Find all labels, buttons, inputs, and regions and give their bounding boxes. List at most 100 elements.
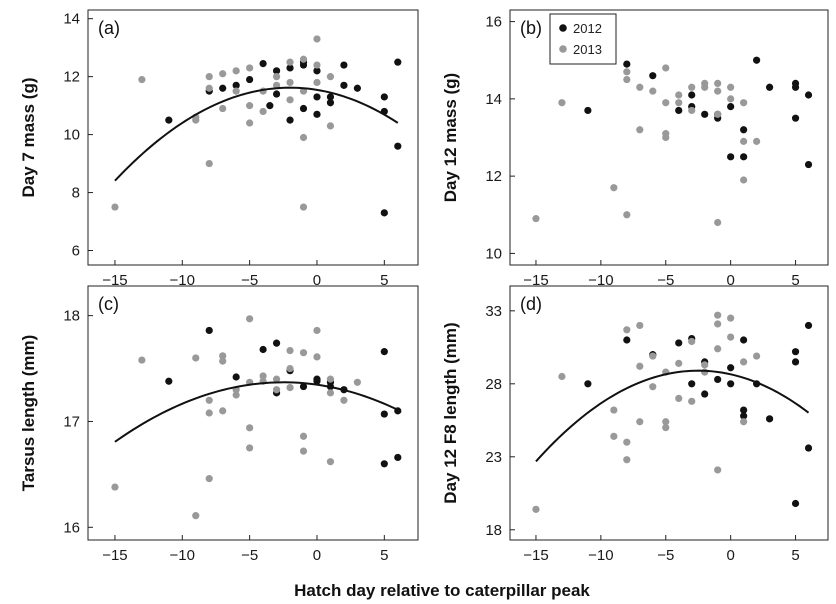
panel-3-x-tick-label: −15 [102,547,127,564]
panel-3-point-2013 [272,386,281,394]
panel-4-x-tick-label: −15 [523,547,548,564]
panel-1-point-2012 [353,84,361,92]
panel-1-y-tick-label: 12 [63,69,80,86]
panel-2-point-2012 [623,60,631,68]
panel-1-point-2012 [259,60,267,68]
panel-3-point-2012 [165,377,173,385]
legend-marker-2012 [559,24,567,32]
panel-1-label: (a) [98,18,120,38]
panel-3-point-2013 [205,396,213,404]
panel-1-point-2012 [286,116,294,124]
panel-1-point-2013 [326,122,335,130]
panel-4-point-2013 [623,326,631,334]
panel-3-point-2013 [246,424,254,432]
panel-4-point-2013 [675,394,683,403]
panel-3-point-2013 [299,349,308,357]
panel-3-point-2012 [394,453,402,462]
panel-4-point-2013 [636,362,644,370]
panel-2-point-2012 [649,72,657,80]
panel-1-series-2012 [165,58,402,217]
panel-3-fit-curve [114,381,399,443]
panel-4-point-2013 [753,352,761,360]
panel-2-point-2013 [727,83,735,91]
panel-4-y-tick-label: 33 [485,303,502,320]
panel-2-point-2012 [765,83,774,91]
panel-2-point-2013 [662,64,670,72]
panel-4-point-2012 [701,390,709,398]
panel-4-point-2012 [714,375,722,384]
panel-1-point-2012 [272,90,281,98]
panel-1-y-tick-label: 10 [63,127,80,144]
panel-3-axes-frame [87,285,419,541]
panel-3-label: (c) [98,294,119,314]
panel-4-point-2013 [558,372,566,381]
panel-4-fit-curve [535,369,810,463]
panel-1-axes-frame [87,9,419,266]
panel-2-y-tick-label: 10 [485,245,502,262]
panel-3-point-2013 [138,356,146,364]
panel-2-x-tick-label: 5 [791,272,799,289]
panel-1-point-2012 [340,81,348,89]
panel-3-point-2013 [246,315,254,323]
panel-4-point-2012 [804,444,813,452]
panel-2-x-tick-label: 0 [726,272,734,289]
panel-3-point-2013 [192,512,200,520]
panel-4-y-tick-label: 28 [485,376,502,393]
panel-4-y-axis-title: Day 12 F8 length (mm) [441,322,460,503]
panel-3-point-2013 [340,396,348,404]
panel-1-point-2013 [286,96,294,104]
panel-4-x-tick-label: 5 [791,547,799,564]
panel-3-y-tick-label: 18 [63,308,80,325]
panel-4-point-2013 [727,314,735,322]
panel-1-point-2013 [205,73,213,81]
panel-1-point-2012 [380,209,388,217]
panel-1-point-2012 [340,61,348,69]
panel-2-point-2013 [753,137,761,145]
panel-2-point-2013 [740,99,748,107]
panel-4-point-2013 [532,505,540,513]
panel-4-point-2012 [688,380,696,388]
panel-4-point-2012 [675,339,683,347]
panel-2-point-2012 [804,160,813,169]
panel-3-point-2013 [219,357,227,365]
panel-1-point-2013 [205,159,213,168]
panel-2-series-2012 [584,56,813,169]
panel-2-point-2013 [714,218,722,227]
panel-4-axes-frame [509,285,829,541]
panel-4: −15 −10 −5 0 5 18 23 28 33 Day 12 F8 length (mm) (… [441,285,829,564]
panel-2-point-2013 [532,215,540,223]
panel-1-point-2012 [299,104,308,113]
panel-1-point-2012 [313,93,321,101]
panel-1-point-2013 [205,84,213,92]
panel-3-point-2013 [232,391,240,399]
panel-2-point-2013 [623,75,631,84]
panel-4-point-2012 [740,406,748,414]
panel-2-y-tick-label: 14 [485,91,502,108]
panel-2-point-2013 [714,110,722,118]
panel-1-point-2013 [219,104,227,113]
panel-1-point-2013 [219,70,227,78]
panel-4-point-2013 [714,311,722,319]
panel-1-point-2012 [394,58,402,66]
panel-2-point-2013 [714,87,722,95]
panel-3-point-2012 [380,410,388,418]
panel-3-point-2013 [326,458,335,466]
panel-4-point-2013 [714,466,722,474]
panel-1-fit-curve [114,86,399,182]
panel-1-x-tick-label: −5 [241,272,258,289]
panel-3-y-tick-label: 17 [63,413,80,430]
panel-3-point-2013 [326,389,335,397]
panel-2-point-2013 [688,83,696,91]
panel-4-point-2013 [649,352,657,360]
panel-3-point-2013 [246,444,254,452]
panel-1: −15 −10 −5 0 5 6 8 10 12 14 Day 7 mass (g) (a) [19,9,419,289]
panel-1-point-2013 [313,61,321,69]
panel-1-point-2013 [299,203,308,211]
panel-2-point-2013 [675,99,683,107]
panel-3-x-tick-label: 5 [380,547,388,564]
panel-3-point-2013 [272,375,281,383]
panel-3-x-tick-label: −10 [170,547,195,564]
panel-4-point-2013 [636,418,644,426]
panel-4-point-2013 [610,406,618,414]
panel-4-point-2013 [610,432,618,440]
